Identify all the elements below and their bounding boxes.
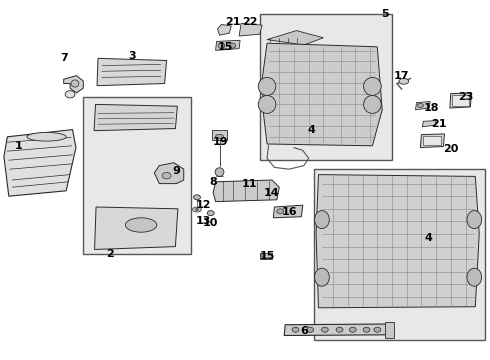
Text: 18: 18 xyxy=(423,103,439,113)
Text: 8: 8 xyxy=(209,177,217,187)
Ellipse shape xyxy=(196,208,198,211)
Ellipse shape xyxy=(417,103,423,108)
Polygon shape xyxy=(273,205,303,218)
Polygon shape xyxy=(64,76,83,93)
Ellipse shape xyxy=(229,43,236,48)
Ellipse shape xyxy=(65,91,75,98)
Text: 15: 15 xyxy=(259,251,275,261)
Text: 3: 3 xyxy=(128,51,136,61)
Ellipse shape xyxy=(292,327,299,332)
Bar xyxy=(260,253,272,259)
Text: 2: 2 xyxy=(106,249,114,259)
Text: 21: 21 xyxy=(431,119,446,129)
Text: 13: 13 xyxy=(196,216,211,226)
Ellipse shape xyxy=(193,207,201,212)
Text: 20: 20 xyxy=(443,144,459,154)
Ellipse shape xyxy=(315,268,329,286)
Bar xyxy=(83,97,191,254)
Ellipse shape xyxy=(399,78,409,84)
Text: 22: 22 xyxy=(242,17,258,27)
Polygon shape xyxy=(4,130,76,196)
Ellipse shape xyxy=(27,132,66,141)
Polygon shape xyxy=(416,102,430,110)
Bar xyxy=(314,169,485,340)
Text: 7: 7 xyxy=(60,53,68,63)
Bar xyxy=(212,130,227,140)
Polygon shape xyxy=(154,163,184,184)
Polygon shape xyxy=(262,43,382,146)
Polygon shape xyxy=(284,324,388,336)
Polygon shape xyxy=(450,93,471,108)
Text: 12: 12 xyxy=(196,200,211,210)
Text: 17: 17 xyxy=(394,71,410,81)
Polygon shape xyxy=(316,175,479,308)
Polygon shape xyxy=(422,121,436,127)
Text: 19: 19 xyxy=(213,137,228,147)
Text: 9: 9 xyxy=(172,166,180,176)
Text: 5: 5 xyxy=(381,9,389,19)
Ellipse shape xyxy=(218,43,225,48)
Ellipse shape xyxy=(277,209,284,214)
Polygon shape xyxy=(218,24,231,35)
Polygon shape xyxy=(239,23,262,36)
Bar xyxy=(260,14,392,160)
Text: 10: 10 xyxy=(203,218,219,228)
Ellipse shape xyxy=(162,172,171,179)
Text: 6: 6 xyxy=(300,326,308,336)
Ellipse shape xyxy=(321,327,328,332)
Text: 21: 21 xyxy=(225,17,241,27)
Ellipse shape xyxy=(307,327,314,332)
Text: 1: 1 xyxy=(15,141,23,151)
Ellipse shape xyxy=(258,77,276,95)
Ellipse shape xyxy=(363,327,370,332)
Ellipse shape xyxy=(261,254,265,257)
Polygon shape xyxy=(95,207,178,249)
Polygon shape xyxy=(216,40,240,50)
Ellipse shape xyxy=(349,327,356,332)
Ellipse shape xyxy=(364,77,381,95)
Ellipse shape xyxy=(216,134,223,139)
Ellipse shape xyxy=(194,195,200,200)
Text: 14: 14 xyxy=(264,188,280,198)
Polygon shape xyxy=(213,180,279,202)
Polygon shape xyxy=(420,134,444,148)
Ellipse shape xyxy=(364,95,381,113)
Ellipse shape xyxy=(336,327,343,332)
Polygon shape xyxy=(97,58,167,86)
Ellipse shape xyxy=(71,80,79,87)
Text: 23: 23 xyxy=(458,92,473,102)
Ellipse shape xyxy=(315,211,329,229)
Ellipse shape xyxy=(207,211,214,216)
Bar xyxy=(452,95,469,106)
Polygon shape xyxy=(267,31,323,45)
Text: 16: 16 xyxy=(281,207,297,217)
Ellipse shape xyxy=(467,268,482,286)
Ellipse shape xyxy=(215,168,224,176)
Ellipse shape xyxy=(258,95,276,113)
Polygon shape xyxy=(94,104,177,131)
Text: 4: 4 xyxy=(425,233,433,243)
Ellipse shape xyxy=(374,327,381,332)
Bar xyxy=(423,136,441,145)
Bar xyxy=(385,322,394,338)
Text: 11: 11 xyxy=(242,179,258,189)
Text: 4: 4 xyxy=(307,125,315,135)
Text: 15: 15 xyxy=(218,42,233,52)
Ellipse shape xyxy=(467,211,482,229)
Ellipse shape xyxy=(125,218,157,232)
